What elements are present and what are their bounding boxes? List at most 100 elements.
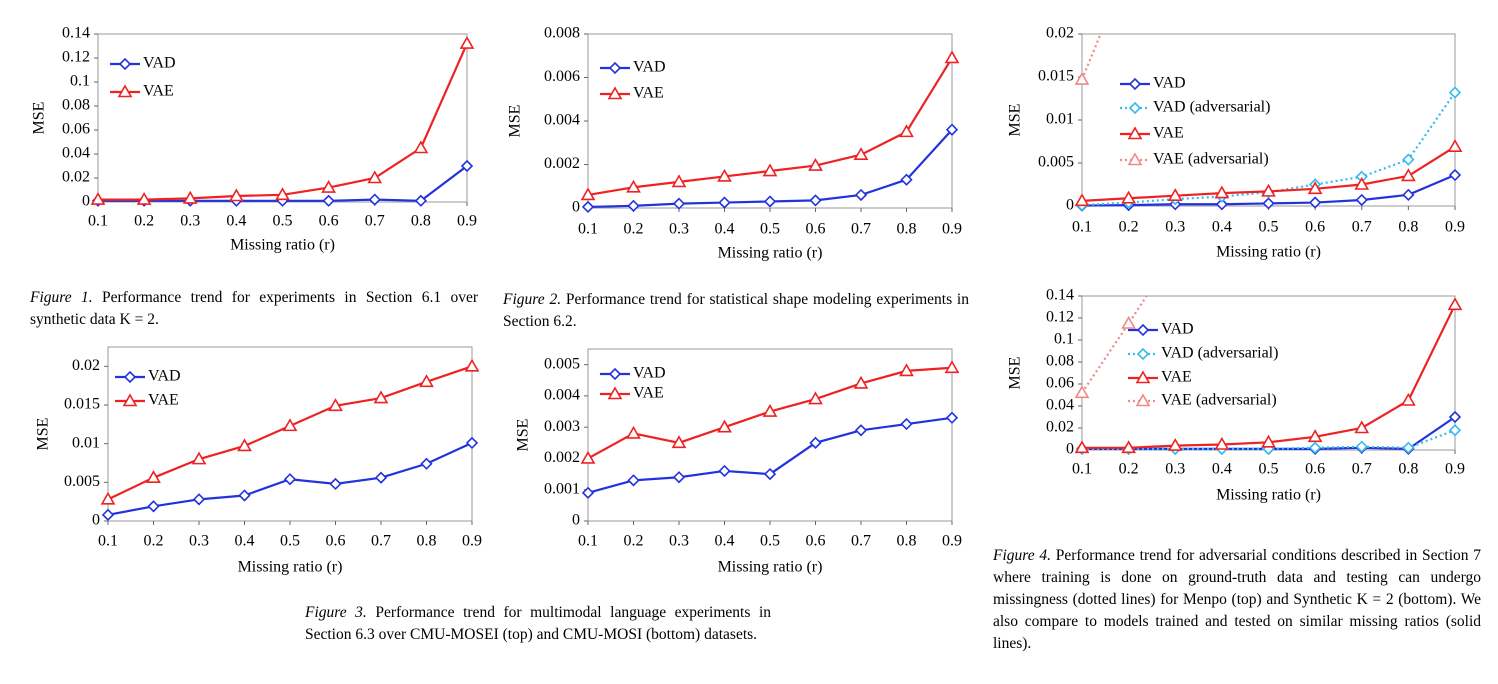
- marker: [1355, 440, 1368, 453]
- marker: [367, 170, 383, 184]
- x-tick-label: 0.4: [1212, 219, 1232, 236]
- legend-label: VAE: [633, 385, 664, 402]
- marker: [581, 486, 595, 499]
- x-tick-label: 0.3: [669, 533, 689, 550]
- y-tick-label: 0.06: [1046, 375, 1074, 392]
- legend-marker: [607, 86, 623, 100]
- legend-label: VAD: [1161, 321, 1194, 338]
- y-axis-label: MSE: [1007, 104, 1024, 137]
- x-axis-label: Missing ratio (r): [718, 245, 823, 262]
- marker: [809, 194, 822, 207]
- line: [1082, 304, 1456, 449]
- x-tick-label: 0.3: [669, 221, 689, 238]
- x-tick-label: 0.9: [1445, 219, 1465, 236]
- y-axis-label: MSE: [515, 419, 532, 452]
- y-tick-label: 0.02: [72, 357, 100, 374]
- marker: [1447, 139, 1463, 152]
- y-tick-label: 0.005: [1038, 154, 1074, 171]
- x-tick-label: 0.8: [897, 533, 917, 550]
- x-axis-label: Missing ratio (r): [238, 559, 343, 576]
- x-tick-label: 0.9: [1445, 461, 1465, 478]
- x-tick-label: 0.1: [98, 533, 118, 550]
- caption-label: Figure 2.: [503, 291, 562, 308]
- marker: [373, 390, 389, 404]
- marker: [420, 457, 433, 470]
- y-tick-label: 0.01: [72, 434, 100, 451]
- marker: [329, 477, 342, 491]
- marker: [1074, 193, 1090, 207]
- marker: [1402, 153, 1415, 166]
- legend-marker: [123, 370, 137, 384]
- marker: [762, 163, 778, 177]
- legend-label: VAD: [1153, 75, 1186, 92]
- x-tick-label: 0.5: [1259, 219, 1279, 236]
- series: [1074, 297, 1463, 454]
- marker: [1307, 429, 1323, 443]
- marker: [1355, 193, 1368, 207]
- x-tick-label: 0.9: [462, 533, 482, 550]
- marker: [1167, 188, 1183, 201]
- x-tick-label: 0.5: [1259, 461, 1279, 478]
- caption-text: Performance trend for experiments in Sec…: [30, 289, 478, 328]
- x-tick-label: 0.7: [1352, 461, 1372, 478]
- y-tick-label: 0.006: [544, 68, 580, 85]
- marker: [854, 188, 868, 202]
- marker: [718, 196, 731, 209]
- marker: [853, 147, 869, 161]
- y-tick-label: 0.02: [1046, 25, 1074, 42]
- marker: [809, 436, 822, 449]
- x-tick-label: 0.9: [457, 213, 477, 230]
- y-tick-label: 0.1: [1054, 331, 1074, 348]
- marker: [1448, 168, 1462, 182]
- marker: [1121, 315, 1137, 329]
- marker: [1169, 246, 1181, 257]
- marker: [1214, 436, 1230, 450]
- marker: [1447, 297, 1463, 311]
- y-tick-label: 0.04: [1046, 397, 1074, 414]
- legend-marker: [1136, 323, 1150, 337]
- y-tick-label: 0.01: [1046, 111, 1074, 128]
- series: [580, 50, 960, 201]
- marker: [717, 168, 732, 182]
- legend-label: VAD: [633, 59, 666, 76]
- legend-label: VAE: [1161, 369, 1192, 386]
- x-tick-label: 0.6: [319, 213, 339, 230]
- y-tick-label: 0.04: [62, 145, 90, 162]
- y-tick-label: 0.02: [1046, 419, 1074, 436]
- marker: [1448, 424, 1462, 437]
- x-tick-label: 0.6: [806, 533, 826, 550]
- marker: [945, 123, 959, 136]
- marker: [146, 470, 161, 483]
- marker: [1261, 434, 1276, 448]
- x-tick-label: 0.7: [1352, 219, 1372, 236]
- x-tick-label: 0.4: [226, 213, 246, 230]
- x-tick-label: 0.8: [897, 221, 917, 238]
- series: [581, 411, 959, 499]
- marker: [1401, 392, 1416, 406]
- legend-marker: [117, 84, 133, 98]
- marker: [136, 191, 152, 205]
- legend-label: VAD: [148, 368, 181, 385]
- legend-label: VAE (adversarial): [1153, 151, 1269, 168]
- y-tick-label: 0.14: [1046, 287, 1074, 304]
- legend-label: VAD: [633, 365, 666, 382]
- x-tick-label: 0.5: [273, 213, 293, 230]
- x-tick-label: 0.2: [624, 221, 644, 238]
- marker: [854, 424, 868, 437]
- marker: [626, 179, 641, 193]
- y-tick-label: 0: [572, 512, 580, 529]
- x-tick-label: 0.9: [942, 533, 962, 550]
- y-tick-label: 0: [1066, 441, 1074, 458]
- marker: [853, 375, 869, 389]
- marker: [460, 159, 474, 173]
- legend-label: VAE: [633, 85, 664, 102]
- x-tick-label: 0.6: [1305, 461, 1325, 478]
- marker: [321, 179, 337, 193]
- x-tick-label: 0.1: [578, 533, 598, 550]
- y-tick-label: 0.002: [544, 449, 580, 466]
- marker: [1261, 183, 1276, 197]
- marker: [283, 473, 297, 486]
- x-tick-label: 0.2: [1119, 219, 1139, 236]
- caption-label: Figure 1.: [30, 289, 93, 306]
